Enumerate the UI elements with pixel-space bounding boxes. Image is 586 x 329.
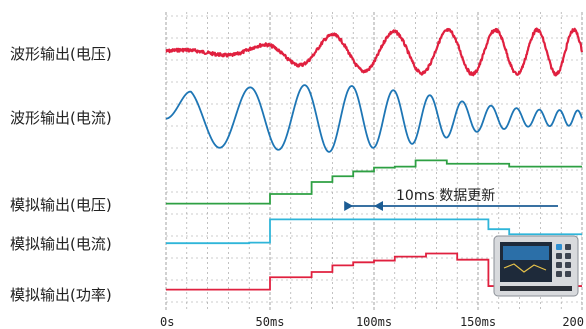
x-axis-ticks: 0s 50ms 100ms 150ms 200	[160, 315, 584, 329]
series-analog_voltage-line	[166, 159, 582, 205]
grid	[165, 12, 583, 312]
row-label-analog-power: 模拟输出(功率)	[10, 286, 112, 304]
instrument-screen-graph	[503, 246, 549, 260]
annotation-arrow-left-icon	[344, 201, 354, 211]
series-voltage-line	[165, 27, 584, 77]
row-label-voltage-waveform: 波形输出(电压)	[10, 45, 112, 63]
x-tick-label: 0s	[160, 315, 174, 329]
series-current-line	[165, 84, 583, 153]
instrument-screen-trace	[503, 263, 547, 273]
row-label-current-waveform: 波形输出(电流)	[10, 109, 112, 127]
power-analyzer-instrument-icon	[493, 235, 579, 297]
row-label-analog-voltage: 模拟输出(电压)	[10, 196, 112, 214]
instrument-key	[565, 244, 571, 250]
instrument-key	[556, 262, 562, 268]
instrument-key	[556, 253, 562, 259]
series-analog_current-line	[166, 218, 582, 245]
series-layer	[165, 27, 584, 291]
annotation-arrow-right-icon	[374, 201, 383, 211]
instrument-key	[565, 262, 571, 268]
row-label-analog-current: 模拟输出(电流)	[10, 235, 112, 253]
x-tick-label: 200	[562, 315, 584, 329]
instrument-key	[565, 253, 571, 259]
x-tick-label: 50ms	[256, 315, 285, 329]
update-annotation: 10ms 数据更新	[344, 188, 558, 211]
instrument-key	[556, 244, 562, 250]
instrument-key	[556, 271, 562, 277]
series-analog_power-line	[166, 252, 582, 291]
row-labels: 波形输出(电压) 波形输出(电流) 模拟输出(电压) 模拟输出(电流) 模拟输出…	[0, 0, 166, 329]
annotation-text: 10ms 数据更新	[396, 188, 495, 204]
instrument-base	[500, 286, 572, 291]
x-tick-label: 100ms	[356, 315, 392, 329]
x-tick-label: 150ms	[460, 315, 496, 329]
instrument-key	[565, 271, 571, 277]
